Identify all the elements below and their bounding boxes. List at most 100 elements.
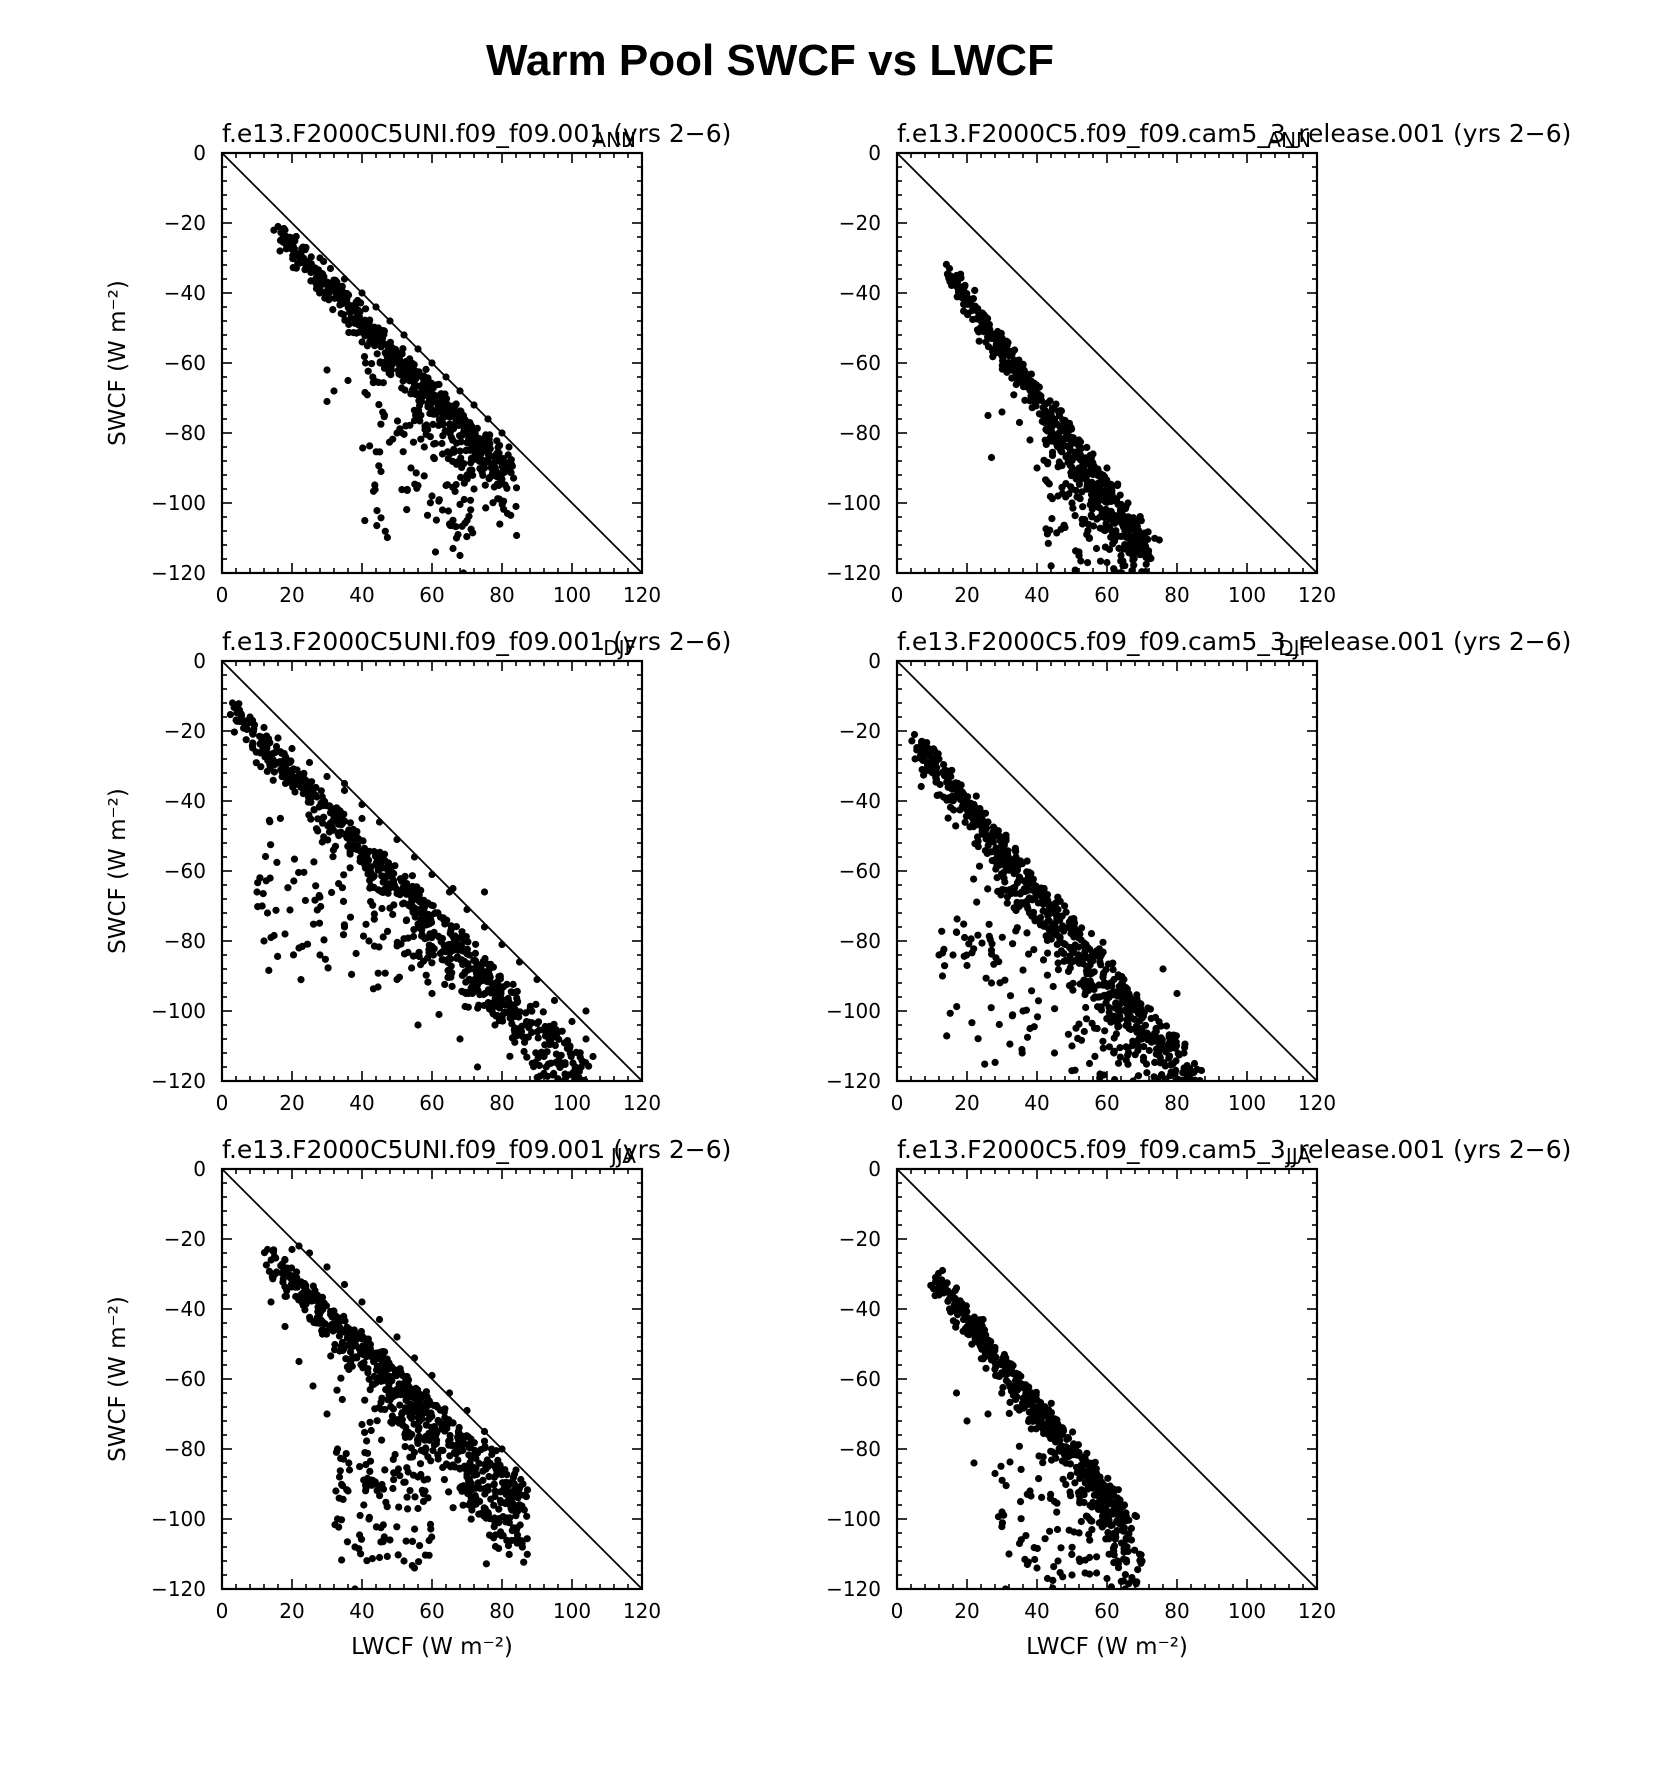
data-point [1111, 1076, 1119, 1081]
y-axis-label: SWCF (W m⁻²) [105, 1296, 131, 1462]
data-point [415, 1432, 423, 1441]
data-point [360, 1501, 368, 1509]
data-point [1116, 1053, 1124, 1061]
data-point [1059, 925, 1067, 933]
data-point [974, 843, 982, 851]
data-point [1066, 964, 1074, 972]
data-point [1082, 471, 1091, 479]
data-point [348, 970, 356, 979]
data-point [1122, 502, 1130, 510]
data-point [390, 1469, 398, 1477]
data-point [460, 428, 468, 436]
data-point [1114, 480, 1122, 488]
data-point [475, 457, 483, 465]
data-point [509, 1034, 517, 1042]
axis-ticks [896, 152, 1318, 574]
data-point [430, 455, 438, 463]
y-tick-label: −120 [151, 561, 206, 585]
data-point [1136, 1000, 1144, 1008]
data-point [975, 862, 984, 870]
data-point [418, 932, 426, 940]
data-point [1012, 868, 1020, 876]
data-point [422, 1445, 430, 1453]
data-point [1054, 959, 1062, 967]
data-point [329, 1313, 337, 1321]
data-point [509, 980, 517, 989]
data-point [986, 936, 994, 944]
data-point [383, 927, 392, 936]
data-point [938, 972, 947, 980]
data-point [467, 1515, 475, 1523]
data-point [417, 1470, 425, 1479]
data-point [309, 1382, 317, 1390]
data-point [490, 452, 498, 460]
data-point [415, 1424, 423, 1432]
data-point [379, 1521, 387, 1529]
data-point [373, 1417, 381, 1425]
data-point [1037, 885, 1046, 893]
data-point [330, 276, 338, 284]
data-point [1194, 1107, 1201, 1114]
data-point [1198, 1127, 1205, 1134]
data-point [276, 814, 284, 823]
data-point [439, 421, 447, 429]
data-point [497, 987, 505, 995]
data-point [430, 1401, 438, 1409]
data-point [368, 360, 376, 368]
data-point [327, 1307, 335, 1316]
data-point [226, 711, 234, 719]
data-point [284, 884, 292, 892]
data-point [385, 1390, 393, 1399]
data-point [1043, 971, 1051, 979]
data-point [987, 946, 996, 954]
data-point [441, 1427, 449, 1435]
data-point [1125, 526, 1133, 535]
data-point [1021, 396, 1029, 404]
x-tick-label: 80 [489, 1091, 514, 1115]
data-point [1071, 1066, 1079, 1074]
data-point [291, 788, 299, 796]
data-point [1143, 552, 1151, 560]
x-tick-label: 100 [553, 583, 591, 607]
panel-title: f.e13.F2000C5UNI.f09_f09.001 (yrs 2−6) [222, 119, 731, 148]
data-point [487, 1495, 495, 1503]
data-point [1117, 557, 1125, 565]
data-point [507, 1009, 515, 1017]
data-point [379, 1485, 388, 1493]
data-point [1100, 496, 1108, 504]
x-tick-label: 20 [279, 1599, 304, 1623]
data-point [281, 1322, 289, 1331]
data-point [1186, 1123, 1193, 1130]
data-point [403, 916, 411, 924]
data-point [503, 1480, 512, 1488]
data-point [376, 1492, 384, 1500]
data-point [339, 311, 348, 319]
data-point [422, 365, 430, 373]
data-point [1012, 357, 1020, 365]
data-point [288, 1245, 296, 1254]
data-point [326, 803, 334, 811]
data-point [448, 982, 456, 991]
data-point [1199, 1119, 1206, 1126]
data-point [1071, 566, 1079, 573]
x-tick-label: 120 [623, 1091, 661, 1115]
data-point [1097, 961, 1105, 969]
data-point [328, 888, 336, 897]
data-point [1012, 927, 1020, 935]
data-point [952, 928, 961, 936]
data-point [1073, 493, 1081, 501]
data-point [1035, 410, 1043, 418]
data-point [346, 864, 354, 872]
x-tick-label: 60 [1094, 1091, 1119, 1115]
data-point [984, 1410, 992, 1418]
data-point [985, 920, 993, 928]
data-point [395, 973, 403, 981]
data-point [320, 1319, 328, 1327]
data-points [270, 222, 521, 573]
data-point [451, 932, 459, 940]
x-tick-label: 120 [623, 583, 661, 607]
y-tick-label: −20 [164, 1227, 206, 1251]
data-point [280, 224, 288, 233]
data-point [365, 937, 373, 945]
